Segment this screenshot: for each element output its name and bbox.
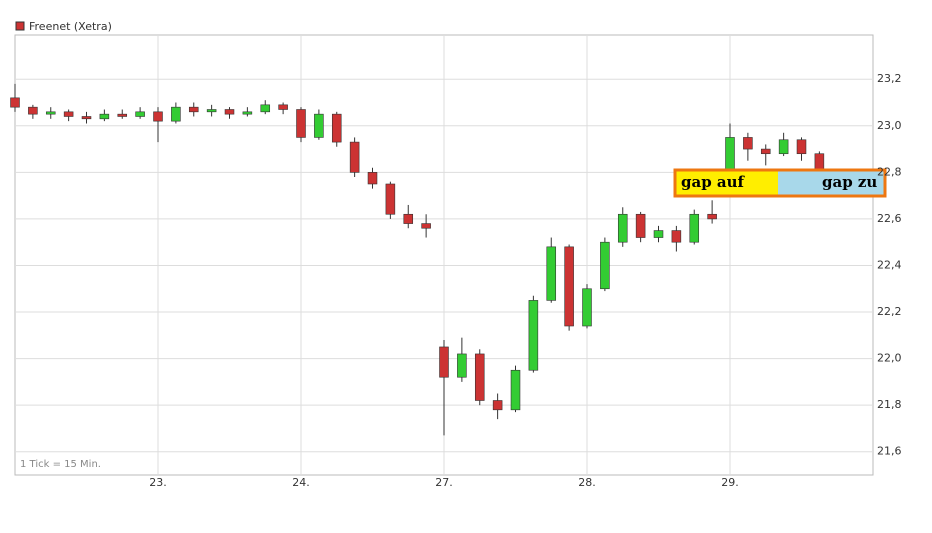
candle-body <box>28 106 38 115</box>
candle-body <box>242 111 253 115</box>
candle-body <box>760 148 771 155</box>
candle-body <box>653 230 664 238</box>
x-tick-label: 27. <box>435 476 453 489</box>
candle-body <box>725 137 735 173</box>
y-tick-label: 22,4 <box>877 258 902 271</box>
candle-body <box>81 116 92 120</box>
candle-body <box>743 137 753 150</box>
candle-body <box>260 104 271 113</box>
x-tick-label: 24. <box>292 476 310 489</box>
candle-body <box>582 288 592 327</box>
candle-body <box>671 230 682 243</box>
y-tick-label: 23,0 <box>877 119 902 132</box>
footnote: 1 Tick = 15 Min. <box>20 459 101 470</box>
x-tick-label: 29. <box>721 476 739 489</box>
candle-body <box>528 300 539 371</box>
candle-body <box>778 139 789 155</box>
y-tick-label: 22,2 <box>877 305 902 318</box>
y-tick-label: 21,8 <box>877 398 902 411</box>
candle-body <box>206 109 217 113</box>
gap-up-box <box>675 170 778 196</box>
candle-body <box>796 139 807 155</box>
candle-body <box>45 111 56 115</box>
annotation: gap auf <box>681 173 746 191</box>
candle-body <box>617 213 628 243</box>
candle-body <box>278 104 288 110</box>
candle-body <box>474 353 485 401</box>
y-tick-label: 22,6 <box>877 212 902 225</box>
candle-body <box>224 109 235 115</box>
candle-body <box>117 113 128 117</box>
candle-body <box>421 223 431 229</box>
candle-body <box>349 141 360 173</box>
y-tick-label: 23,2 <box>877 72 902 85</box>
y-tick-label: 22,0 <box>877 352 902 365</box>
candle-body <box>296 109 306 138</box>
candle-body <box>135 111 145 117</box>
candle-body <box>457 353 467 378</box>
x-tick-label: 23. <box>149 476 167 489</box>
y-tick-label: 21,6 <box>877 445 902 458</box>
candle-body <box>385 183 396 215</box>
gap-close-box <box>778 170 885 196</box>
candle-body <box>492 400 503 411</box>
candle-body <box>510 369 521 411</box>
legend-swatch <box>15 21 25 31</box>
candle-body <box>153 111 163 122</box>
candle-body <box>600 241 610 290</box>
y-tick-label: 22,8 <box>877 165 902 178</box>
candle-body <box>635 213 646 238</box>
candle-body <box>367 172 378 185</box>
candle-body <box>331 113 342 143</box>
candles <box>10 83 825 436</box>
legend-label: Freenet (Xetra) <box>29 20 112 33</box>
candle-body <box>564 246 574 327</box>
candle-body <box>10 97 20 108</box>
candle-body <box>314 113 324 138</box>
candle-body <box>403 213 414 224</box>
candle-body <box>63 111 74 117</box>
annotation: gap zu <box>822 173 877 191</box>
candle-body <box>99 113 110 120</box>
candle-body <box>546 246 557 301</box>
candle-body <box>439 346 449 378</box>
candle-body <box>707 213 717 220</box>
candle-body <box>171 106 181 122</box>
candle-body <box>689 213 700 243</box>
annotation-frame <box>673 168 887 198</box>
x-tick-label: 28. <box>578 476 596 489</box>
candle-body <box>188 106 199 113</box>
